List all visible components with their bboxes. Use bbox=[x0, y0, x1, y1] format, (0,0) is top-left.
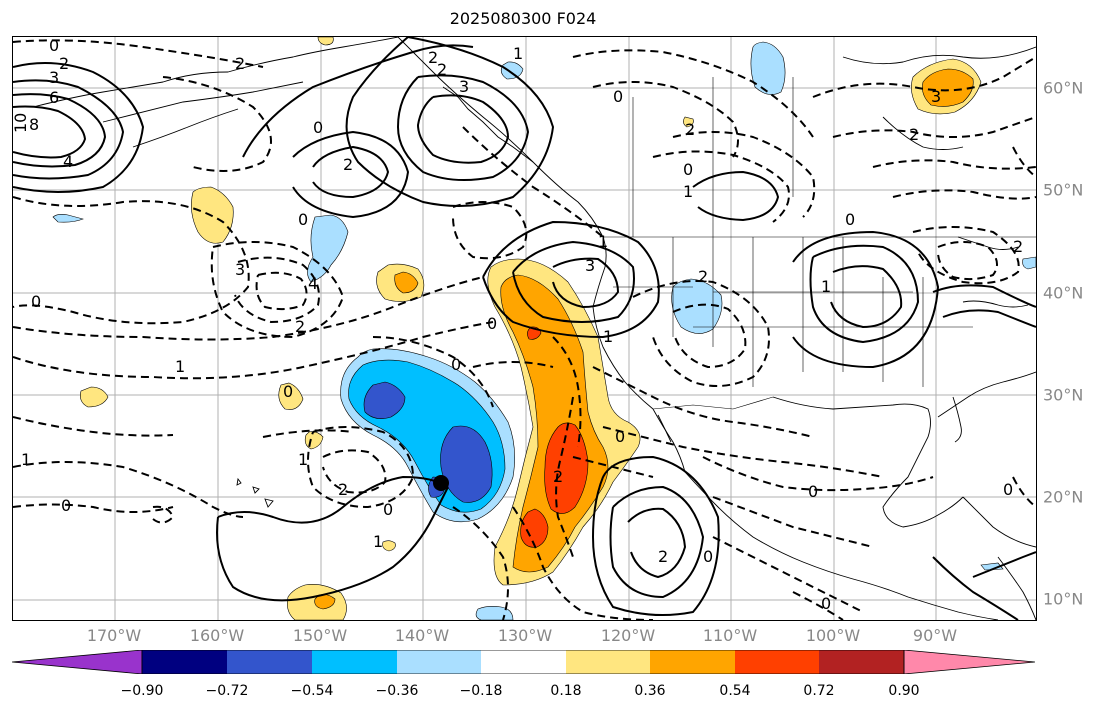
contour-label: 0 bbox=[31, 292, 41, 311]
latitude-label: 60°N bbox=[1043, 78, 1084, 98]
contour-label: 2 bbox=[437, 60, 447, 79]
contour-label: 3 bbox=[931, 87, 941, 106]
contour-label: 0 bbox=[808, 482, 818, 501]
contour-label: 0 bbox=[1003, 480, 1013, 499]
contour-label: 6 bbox=[49, 88, 59, 107]
contour-label: 1 bbox=[821, 277, 831, 296]
colorbar-segment bbox=[397, 650, 481, 674]
contour-label: 1 bbox=[683, 182, 693, 201]
colorbar-extend-low bbox=[12, 650, 143, 674]
contour-label: 2 bbox=[685, 120, 695, 139]
contour-label: 0 bbox=[49, 37, 59, 55]
latitude-label: 50°N bbox=[1043, 180, 1084, 200]
colorbar-segment bbox=[819, 650, 904, 674]
latitude-label: 20°N bbox=[1043, 487, 1084, 507]
colorbar-tick: 0.72 bbox=[803, 683, 835, 699]
positive-anomaly-fills bbox=[80, 37, 982, 620]
colorbar-segment bbox=[481, 650, 566, 674]
colorbar-segment bbox=[142, 650, 227, 674]
contour-label: 8 bbox=[29, 115, 39, 134]
map-panel: 0 2 3 6 8 10 4 2 2 2 3 0 2 4 3 2 0 0 1 2… bbox=[12, 36, 1037, 621]
longitude-label: 150°W bbox=[292, 626, 348, 645]
colorbar-tick: −0.90 bbox=[120, 683, 164, 699]
contour-label: 3 bbox=[49, 68, 59, 87]
coastlines bbox=[32, 37, 1036, 620]
colorbar-segment bbox=[312, 650, 397, 674]
contour-label: 4 bbox=[63, 152, 73, 171]
colorbar-segment bbox=[566, 650, 650, 674]
contour-label: 0 bbox=[821, 594, 831, 613]
longitude-label: 110°W bbox=[702, 626, 758, 645]
contour-label: 0 bbox=[615, 427, 625, 446]
contour-label: 4 bbox=[308, 274, 318, 293]
latitude-label: 40°N bbox=[1043, 283, 1084, 303]
contour-label: 1 bbox=[21, 450, 31, 469]
contour-label: 1 bbox=[513, 44, 523, 63]
colorbar-tick: 0.18 bbox=[550, 683, 582, 699]
contour-label: 2 bbox=[59, 54, 69, 73]
contour-label: 2 bbox=[698, 267, 708, 286]
longitude-label: 170°W bbox=[86, 626, 142, 645]
longitude-label: 90°W bbox=[912, 626, 958, 645]
colorbar-segment bbox=[227, 650, 312, 674]
longitude-label: 160°W bbox=[189, 626, 245, 645]
contour-label: 2 bbox=[909, 125, 919, 144]
contour-label: 0 bbox=[283, 382, 293, 401]
colorbar-segment bbox=[735, 650, 819, 674]
contour-label: 2 bbox=[343, 155, 353, 174]
negative-anomaly-fills bbox=[52, 41, 1036, 620]
colorbar bbox=[12, 650, 1035, 674]
contour-label: 1 bbox=[373, 532, 383, 551]
political-borders bbox=[603, 77, 1036, 410]
contour-labels: 0 2 3 6 8 10 4 2 2 2 3 0 2 4 3 2 0 0 1 2… bbox=[13, 37, 1023, 613]
colorbar-tick: −0.36 bbox=[375, 683, 419, 699]
contour-label: 0 bbox=[845, 210, 855, 229]
colorbar-tick: −0.18 bbox=[459, 683, 503, 699]
contour-label: 3 bbox=[585, 256, 595, 275]
colorbar-segment bbox=[650, 650, 735, 674]
contour-label: 3 bbox=[235, 260, 245, 279]
contour-label: 0 bbox=[61, 496, 71, 515]
contour-label: 1 bbox=[598, 232, 608, 251]
contour-label: 2 bbox=[1013, 237, 1023, 256]
map-canvas: 0 2 3 6 8 10 4 2 2 2 3 0 2 4 3 2 0 0 1 2… bbox=[13, 37, 1036, 620]
colorbar-extend-high bbox=[903, 650, 1035, 674]
contour-label: 1 bbox=[603, 327, 613, 346]
contour-label: 10 bbox=[13, 113, 30, 133]
contour-label: 2 bbox=[428, 48, 438, 67]
longitude-label: 140°W bbox=[394, 626, 450, 645]
longitude-label: 130°W bbox=[497, 626, 553, 645]
contour-label: 1 bbox=[298, 450, 308, 469]
negative-contours bbox=[13, 39, 1036, 620]
colorbar-tick: −0.72 bbox=[205, 683, 249, 699]
latitude-label: 30°N bbox=[1043, 385, 1084, 405]
latitude-label: 10°N bbox=[1043, 589, 1084, 609]
contour-label: 0 bbox=[487, 314, 497, 333]
colorbar-tick: −0.54 bbox=[290, 683, 334, 699]
positive-contours bbox=[13, 37, 1036, 620]
contour-label: 2 bbox=[338, 480, 348, 499]
contour-label: 2 bbox=[295, 317, 305, 336]
colorbar-tick: 0.54 bbox=[719, 683, 751, 699]
contour-label: 3 bbox=[459, 77, 469, 96]
storm-center-marker bbox=[433, 475, 449, 491]
map-title: 2025080300 F024 bbox=[449, 9, 597, 28]
contour-label: 0 bbox=[298, 210, 308, 229]
longitude-label: 100°W bbox=[805, 626, 861, 645]
contour-label: 2 bbox=[553, 467, 563, 486]
contour-label: 0 bbox=[383, 500, 393, 519]
contour-label: 0 bbox=[683, 160, 693, 179]
contour-label: 0 bbox=[313, 118, 323, 137]
contour-label: 2 bbox=[658, 547, 668, 566]
contour-label: 1 bbox=[175, 357, 185, 376]
contour-label: 2 bbox=[235, 54, 245, 73]
contour-label: 0 bbox=[613, 87, 623, 106]
contour-label: 0 bbox=[703, 547, 713, 566]
contour-label: 0 bbox=[451, 355, 461, 374]
colorbar-tick: 0.90 bbox=[888, 683, 920, 699]
colorbar-tick: 0.36 bbox=[634, 683, 666, 699]
longitude-label: 120°W bbox=[600, 626, 656, 645]
